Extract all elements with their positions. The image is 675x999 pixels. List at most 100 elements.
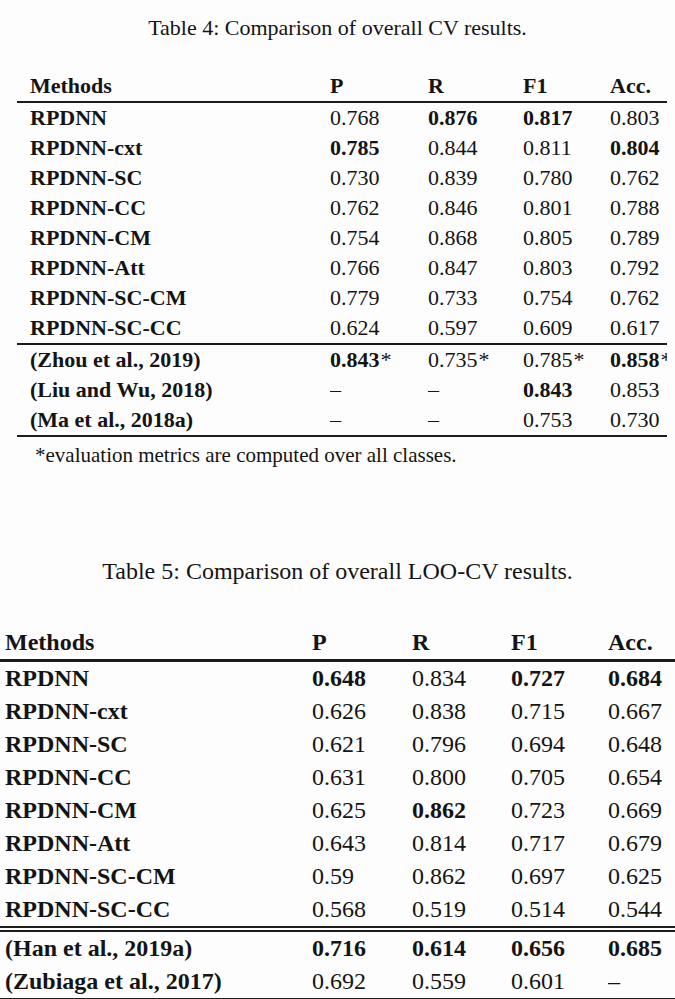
table-row: RPDNN-CM0.6250.8620.7230.669 (0, 794, 675, 827)
table-row: RPDNN-cxt0.6260.8380.7150.667 (0, 695, 675, 728)
value-cell: 0.614 (412, 929, 511, 965)
table5-caption: Table 5: Comparison of overall LOO-CV re… (6, 556, 669, 587)
metric-value: 0.730 (330, 165, 380, 190)
value-cell: 0.692 (312, 965, 412, 999)
metric-value: 0.847 (428, 255, 478, 280)
value-cell: 0.788 (610, 193, 667, 223)
metric-value: – (608, 968, 620, 994)
value-cell: 0.762 (610, 283, 667, 313)
value-cell: 0.785* (523, 344, 610, 375)
value-cell: – (608, 965, 675, 999)
main-rows: RPDNN0.7680.8760.8170.803RPDNN-cxt0.7850… (17, 102, 667, 344)
metric-value: 0.753 (523, 407, 573, 432)
value-cell: 0.811 (523, 133, 610, 163)
table-row: RPDNN-Att0.6430.8140.7170.679 (0, 827, 675, 860)
method-cell: RPDNN-CC (17, 193, 330, 223)
metric-value: 0.716 (312, 935, 366, 961)
metric-value: 0.648 (312, 665, 366, 691)
value-cell: 0.858* (610, 344, 667, 375)
metric-value: 0.779 (330, 285, 380, 310)
table-row: RPDNN-CC0.7620.846 0.8010.788 (17, 193, 667, 223)
metric-value: 0.685 (608, 935, 662, 961)
header-row: MethodsPRF1Acc. (17, 71, 667, 102)
metric-value: 0.805 (523, 225, 573, 250)
main-rows: RPDNN0.6480.8340.7270.684RPDNN-cxt0.6260… (0, 660, 675, 929)
value-cell: 0.648 (312, 660, 412, 695)
column-header: Methods (17, 71, 330, 102)
value-cell: 0.814 (412, 827, 511, 860)
metric-value: 0.692 (312, 968, 366, 994)
table-row: RPDNN0.7680.8760.8170.803 (17, 102, 667, 133)
metric-value: 0.626 (312, 698, 366, 724)
metric-value: 0.684 (608, 665, 662, 691)
method-cell: (Zhou et al., 2019) (17, 344, 330, 375)
value-cell: 0.654 (608, 761, 675, 794)
value-cell: 0.631 (312, 761, 412, 794)
value-cell: – (330, 375, 428, 405)
value-cell: 0.876 (428, 102, 523, 133)
metric-value: 0.789 (610, 225, 660, 250)
value-cell: 0.805 (523, 223, 610, 253)
method-cell: RPDNN-cxt (17, 133, 330, 163)
value-cell: 0.846 (428, 193, 523, 223)
metric-value: 0.735 (428, 347, 478, 372)
value-cell: 0.609 (523, 313, 610, 344)
metric-value: 0.614 (412, 935, 466, 961)
value-cell: 0.847 (428, 253, 523, 283)
baseline-row: (Ma et al., 2018a)––0.7530.730 (17, 405, 667, 436)
metric-value: 0.621 (312, 731, 366, 757)
value-cell: 0.727 (511, 660, 608, 695)
metric-value: 0.839 (428, 165, 478, 190)
value-cell: 0.597 (428, 313, 523, 344)
metric-value: 0.838 (412, 698, 466, 724)
value-cell: 0.754 (330, 223, 428, 253)
metric-value: 0.846 (428, 195, 478, 220)
method-cell: RPDNN-CM (0, 794, 312, 827)
table-row: RPDNN-CC0.6310.8000.7050.654 (0, 761, 675, 794)
metric-value: 0.727 (511, 665, 565, 691)
value-cell: 0.568 (312, 893, 412, 929)
metric-value: 0.733 (428, 285, 478, 310)
metric-value: 0.568 (312, 896, 366, 922)
method-cell: RPDNN-SC-CM (17, 283, 330, 313)
metric-value: 0.705 (511, 764, 565, 790)
method-cell: RPDNN-SC (0, 728, 312, 761)
value-cell: 0.716 (312, 929, 412, 965)
metric-value: 0.843 (330, 347, 380, 372)
column-header: F1 (523, 71, 610, 102)
table-row: RPDNN-SC-CM0.7790.7330.7540.762 (17, 283, 667, 313)
method-cell: RPDNN-SC-CC (17, 313, 330, 344)
value-cell: 0.694 (511, 728, 608, 761)
metric-value: 0.667 (608, 698, 662, 724)
metric-value: 0.804 (610, 135, 660, 160)
asterisk-marker: * (479, 347, 490, 372)
metric-value: 0.559 (412, 968, 466, 994)
metric-value: 0.814 (412, 830, 466, 856)
value-cell: 0.801 (523, 193, 610, 223)
metric-value: 0.519 (412, 896, 466, 922)
value-cell: 0.685 (608, 929, 675, 965)
paper-page: Table 4: Comparison of overall CV result… (0, 14, 675, 999)
metric-value: 0.868 (428, 225, 478, 250)
value-cell: 0.705 (511, 761, 608, 794)
value-cell: 0.733 (428, 283, 523, 313)
metric-value: 0.624 (330, 315, 380, 340)
value-cell: 0.762 (330, 193, 428, 223)
column-header: P (330, 71, 428, 102)
metric-value: 0.834 (412, 665, 466, 691)
value-cell: 0.730 (330, 163, 428, 193)
metric-value: 0.754 (330, 225, 380, 250)
metric-value: 0.597 (428, 315, 478, 340)
table-row: RPDNN-SC0.7300.8390.7800.762 (17, 163, 667, 193)
value-cell: 0.697 (511, 860, 608, 893)
metric-value: 0.601 (511, 968, 565, 994)
metric-value: – (330, 377, 341, 402)
metric-value: 0.800 (412, 764, 466, 790)
table-row: RPDNN-SC-CC0.5680.5190.5140.544 (0, 893, 675, 929)
value-cell: 0.626 (312, 695, 412, 728)
table4-footnote: *evaluation metrics are computed over al… (35, 443, 675, 468)
value-cell: 0.715 (511, 695, 608, 728)
column-header: Methods (0, 627, 312, 661)
metric-value: 0.609 (523, 315, 573, 340)
value-cell: 0.839 (428, 163, 523, 193)
